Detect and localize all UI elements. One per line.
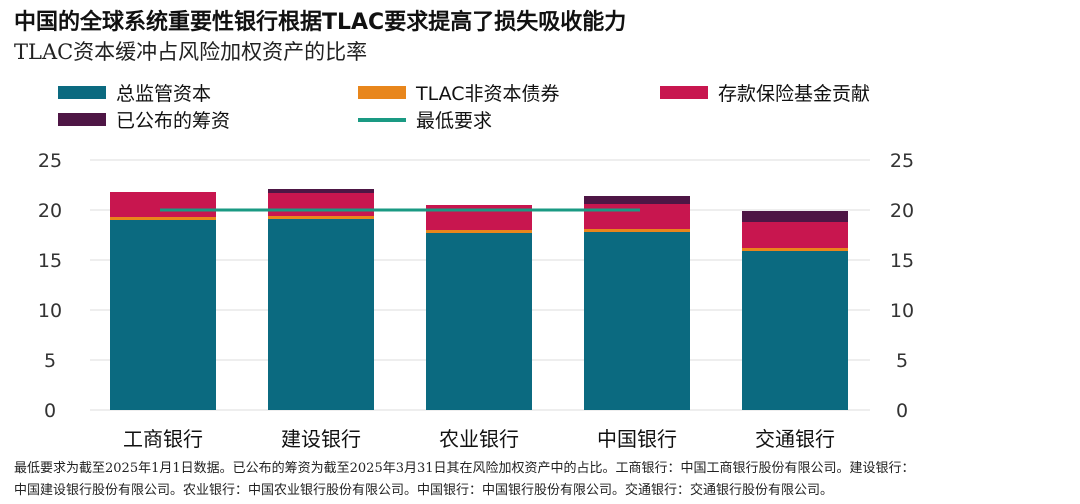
y-tick-label-left: 25: [38, 150, 62, 172]
y-tick-label-right: 20: [890, 200, 914, 222]
bar-segment-deposit_fund: [584, 204, 690, 229]
bar-segment-capital: [426, 233, 532, 410]
x-category-label: 交通银行: [755, 427, 835, 451]
footnote: 最低要求为截至2025年1月1日数据。已公布的筹资为截至2025年3月31日其在…: [14, 458, 1070, 502]
chart-subtitle: TLAC资本缓冲占风险加权资产的比率: [14, 40, 368, 64]
legend-swatch-minimum: [358, 117, 406, 122]
footnote-line-1: 最低要求为截至2025年1月1日数据。已公布的筹资为截至2025年3月31日其在…: [14, 461, 915, 476]
legend-item-announced: 已公布的筹资: [58, 106, 230, 133]
y-tick-label-right: 10: [890, 300, 914, 322]
y-tick-label-left: 10: [38, 300, 62, 322]
bar-segment-capital: [742, 251, 848, 410]
legend-label-tlac-bonds: TLAC非资本债券: [416, 83, 560, 105]
stacked-bar-chart: 0 0 5 5 10 10 15 15 20 20 25 25 工商银行 建设银行 农业银行 中国银行 交通银行: [38, 150, 914, 451]
legend-swatch-deposit-fund: [660, 86, 708, 99]
legend-swatch-capital: [58, 86, 106, 99]
legend-item-minimum: 最低要求: [358, 106, 492, 133]
legend-label-deposit-fund: 存款保险基金贡献: [718, 83, 871, 105]
bar-segment-deposit_fund: [268, 193, 374, 216]
y-tick-label-right: 15: [890, 250, 914, 272]
bar-segment-tlac_bonds: [110, 217, 216, 220]
legend-item-tlac-bonds: TLAC非资本债券: [358, 79, 560, 106]
bar-segment-capital: [268, 219, 374, 410]
legend-swatch-tlac-bonds: [358, 86, 406, 99]
legend: 总监管资本 TLAC非资本债券 存款保险基金贡献 已公布的筹资 最低要求: [0, 76, 1080, 136]
legend-item-capital: 总监管资本: [58, 79, 211, 106]
y-tick-label-right: 0: [896, 400, 908, 422]
legend-item-deposit-fund: 存款保险基金贡献: [660, 79, 870, 106]
legend-label-minimum: 最低要求: [416, 110, 493, 132]
x-category-label: 中国银行: [597, 427, 677, 451]
y-tick-label-right: 5: [896, 350, 908, 372]
bar-segment-tlac_bonds: [742, 248, 848, 251]
legend-swatch-announced: [58, 113, 106, 126]
bar-segment-deposit_fund: [742, 222, 848, 248]
bar-segment-tlac_bonds: [426, 230, 532, 233]
x-category-label: 建设银行: [281, 427, 361, 451]
bar-segment-tlac_bonds: [584, 229, 690, 232]
bar-segment-announced: [742, 211, 848, 222]
y-tick-label-left: 0: [44, 400, 56, 422]
y-tick-label-left: 15: [38, 250, 62, 272]
legend-label-capital: 总监管资本: [116, 83, 212, 105]
y-tick-label-left: 5: [44, 350, 56, 372]
bar-segment-capital: [110, 220, 216, 410]
footnote-line-2: 中国建设银行股份有限公司。农业银行：中国农业银行股份有限公司。中国银行：中国银行…: [14, 483, 834, 498]
x-category-label: 农业银行: [439, 427, 519, 451]
y-tick-label-right: 25: [890, 150, 914, 172]
bar-segment-capital: [584, 232, 690, 410]
bar-segment-announced: [584, 196, 690, 204]
y-tick-label-left: 20: [38, 200, 62, 222]
legend-label-announced: 已公布的筹资: [116, 110, 231, 132]
chart-title: 中国的全球系统重要性银行根据TLAC要求提高了损失吸收能力: [14, 10, 627, 35]
bar-segment-deposit_fund: [110, 192, 216, 217]
x-category-label: 工商银行: [123, 427, 203, 451]
bar-segment-announced: [268, 189, 374, 193]
bar-segment-tlac_bonds: [268, 216, 374, 219]
